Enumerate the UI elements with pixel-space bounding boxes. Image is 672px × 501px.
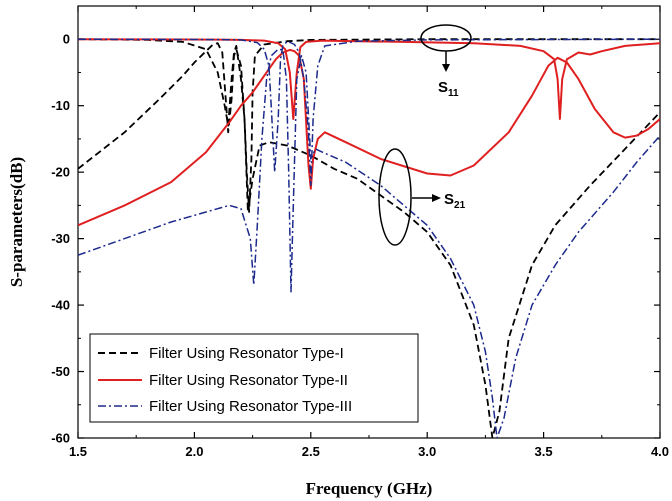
y-tick-label: -10 bbox=[51, 98, 70, 113]
legend-box bbox=[89, 333, 419, 423]
s11-arrow-head bbox=[442, 64, 450, 72]
curve-type-1-s21 bbox=[78, 42, 660, 438]
y-tick-label: 0 bbox=[63, 32, 70, 47]
y-tick-label: -30 bbox=[51, 231, 70, 246]
x-tick-label: 2.5 bbox=[302, 444, 320, 459]
s11-main: S bbox=[438, 79, 448, 96]
y-tick-label: -20 bbox=[51, 165, 70, 180]
legend: Filter Using Resonator Type-I Filter Usi… bbox=[89, 333, 419, 423]
s21-arrow-head bbox=[432, 194, 441, 202]
s21-annotation: S21 bbox=[444, 191, 466, 211]
y-axis-title: S-parameters(dB) bbox=[7, 157, 26, 287]
series-curves bbox=[78, 38, 660, 438]
s21-highlight-ellipse bbox=[378, 148, 412, 246]
axis-ticks: 1.5 2.0 2.5 3.0 3.5 4.0 0 -10 -20 -30 -40 -50 -60 bbox=[51, 5, 669, 459]
curve-type-3-s21 bbox=[78, 48, 660, 438]
y-tick-label: -50 bbox=[51, 364, 70, 379]
legend-label-type-2: Filter Using Resonator Type-II bbox=[149, 372, 348, 389]
s11-sub: 11 bbox=[448, 88, 459, 99]
curve-type-2-s11 bbox=[78, 38, 660, 120]
x-tick-label: 1.5 bbox=[69, 444, 87, 459]
x-tick-label: 3.5 bbox=[535, 444, 553, 459]
curve-type-3-s11 bbox=[78, 38, 660, 187]
s21-sub: 21 bbox=[454, 200, 466, 211]
x-axis-title: Frequency (GHz) bbox=[306, 479, 433, 498]
s11-highlight-ellipse bbox=[420, 24, 472, 52]
s11-annotation: S11 bbox=[438, 79, 459, 99]
y-tick-label: -60 bbox=[51, 431, 70, 446]
legend-label-type-3: Filter Using Resonator Type-III bbox=[149, 398, 352, 415]
x-tick-label: 4.0 bbox=[651, 444, 669, 459]
x-tick-label: 3.0 bbox=[418, 444, 436, 459]
legend-label-type-1: Filter Using Resonator Type-I bbox=[149, 345, 344, 362]
s21-main: S bbox=[444, 191, 454, 208]
curve-type-2-s21 bbox=[78, 48, 660, 227]
y-tick-label: -40 bbox=[51, 298, 70, 313]
x-tick-label: 2.0 bbox=[185, 444, 203, 459]
